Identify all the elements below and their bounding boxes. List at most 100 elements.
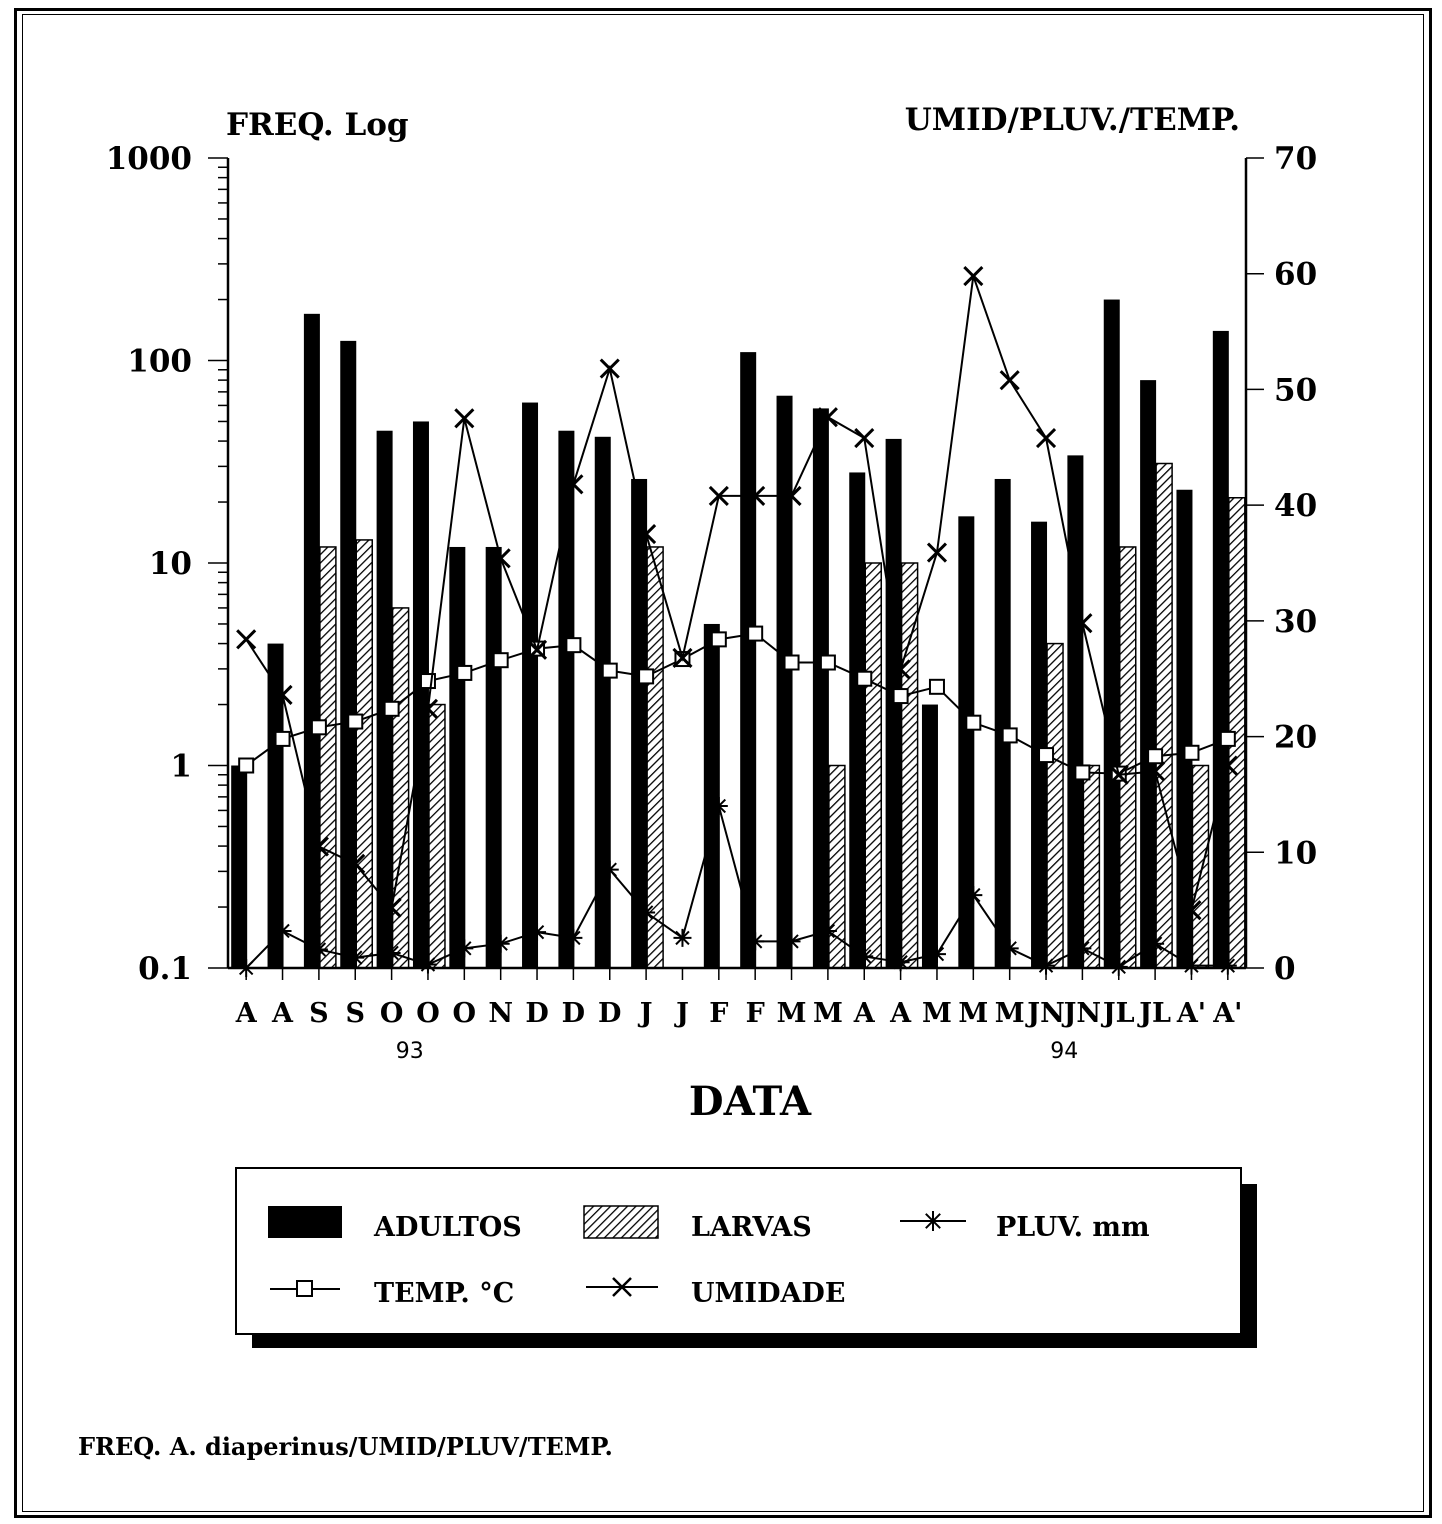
right-tick-label: 40	[1274, 488, 1317, 524]
x-tick-label: S	[346, 998, 366, 1029]
temp-point	[856, 670, 873, 687]
bar-larvas	[319, 546, 337, 969]
legend-symbol-pluv	[900, 1211, 966, 1231]
legend-label-pluv: PLUV. mm	[996, 1212, 1150, 1243]
umidade-point	[999, 370, 1020, 391]
right-tick-label: 10	[1274, 835, 1317, 871]
umidade-point	[672, 647, 693, 668]
axes-layer	[208, 157, 1264, 980]
bar-adultos	[958, 516, 975, 968]
x-tick-label: O	[416, 998, 440, 1029]
bar-adultos	[485, 546, 502, 968]
umidade-point	[1217, 755, 1238, 776]
bar-larvas	[1155, 462, 1173, 969]
bar-larvas	[391, 607, 410, 969]
bar-adultos	[231, 765, 248, 968]
umidade-point	[490, 548, 511, 569]
lines-layer	[236, 265, 1238, 977]
x-tick-label: M	[777, 998, 807, 1029]
bar-adultos	[303, 313, 320, 968]
temp-point	[274, 730, 291, 747]
bar-larvas	[1046, 642, 1064, 969]
temp-point	[1038, 747, 1055, 764]
legend-box	[235, 1167, 1242, 1335]
pluv-point	[346, 948, 365, 967]
pluv-point	[491, 934, 510, 953]
temp-point	[710, 631, 727, 648]
temp-point	[892, 688, 909, 705]
pluv-point	[964, 886, 983, 905]
temp-point	[1001, 727, 1018, 744]
bar-adultos	[594, 436, 611, 969]
temp-point	[347, 713, 364, 730]
pluv-point	[1073, 939, 1092, 958]
umidade-point	[1145, 761, 1166, 782]
pluv-point	[746, 932, 765, 951]
pluv-point	[1218, 956, 1237, 975]
legend-label-temp: TEMP. °C	[374, 1278, 514, 1309]
x-tick-label: A	[271, 998, 294, 1029]
umidade-point	[563, 474, 584, 495]
umidade-point	[781, 485, 802, 506]
bar-adultos	[1031, 521, 1048, 968]
temp-point	[783, 654, 800, 671]
x-tick-label: A	[853, 998, 876, 1029]
x-tick-label: M	[813, 998, 843, 1029]
umidade-point	[417, 698, 439, 719]
line-square	[245, 632, 1229, 775]
pluv-point	[1037, 956, 1056, 975]
right-tick-label: 70	[1274, 141, 1317, 177]
left-tick-label: 1000	[106, 141, 192, 177]
temp-point	[456, 664, 473, 681]
pluv-point	[600, 860, 619, 879]
x-tick-label: J	[674, 998, 689, 1029]
x-tick-label: JN	[1025, 998, 1064, 1029]
x-tick-label: JL	[1137, 998, 1171, 1029]
x-tick-label: O	[453, 998, 477, 1029]
right-tick-label: 0	[1274, 951, 1296, 987]
x-tick-label: JL	[1101, 998, 1135, 1029]
pluv-point	[564, 928, 583, 947]
temp-point	[1219, 730, 1236, 747]
right-tick-label: 20	[1274, 720, 1317, 756]
bar-larvas	[1119, 546, 1137, 969]
x-tick-label: F	[709, 998, 728, 1029]
legend-swatch-larvas	[583, 1205, 659, 1239]
x-tick-label: O	[380, 998, 404, 1029]
temp-point	[1074, 764, 1091, 781]
pluv-point	[382, 943, 401, 962]
bar-adultos	[376, 430, 393, 968]
bar-larvas	[646, 546, 664, 969]
pluv-point	[1182, 956, 1201, 975]
x-tick-label: M	[958, 998, 988, 1029]
temp-point	[819, 654, 836, 671]
bar-adultos	[776, 395, 793, 968]
umidade-point	[636, 524, 657, 545]
bar-adultos	[267, 643, 284, 968]
umidade-point	[817, 407, 838, 428]
bar-adultos	[1176, 489, 1193, 968]
legend-label-larvas: LARVAS	[691, 1212, 812, 1243]
right-tick-label: 30	[1274, 604, 1317, 640]
pluv-point	[709, 797, 728, 815]
bar-adultos	[812, 408, 829, 968]
right-tick-label: 50	[1274, 372, 1317, 408]
umidade-point	[963, 265, 984, 287]
temp-point	[747, 625, 764, 642]
umidade-point	[454, 408, 475, 429]
temp-point	[492, 652, 509, 669]
x-tick-label: F	[746, 998, 765, 1029]
temp-point	[383, 700, 400, 717]
umidade-point	[926, 542, 948, 563]
temp-point	[1147, 748, 1164, 765]
line-x	[245, 275, 1229, 911]
right-axis-title: UMID/PLUV./TEMP.	[905, 102, 1240, 138]
umidade-point	[236, 629, 257, 650]
pluv-point	[923, 1211, 943, 1231]
legend-label-adultos: ADULTOS	[373, 1212, 522, 1243]
umidade-point	[1181, 900, 1202, 921]
temp-point	[638, 668, 655, 685]
bar-adultos	[1140, 380, 1157, 968]
bar-adultos	[340, 340, 357, 968]
